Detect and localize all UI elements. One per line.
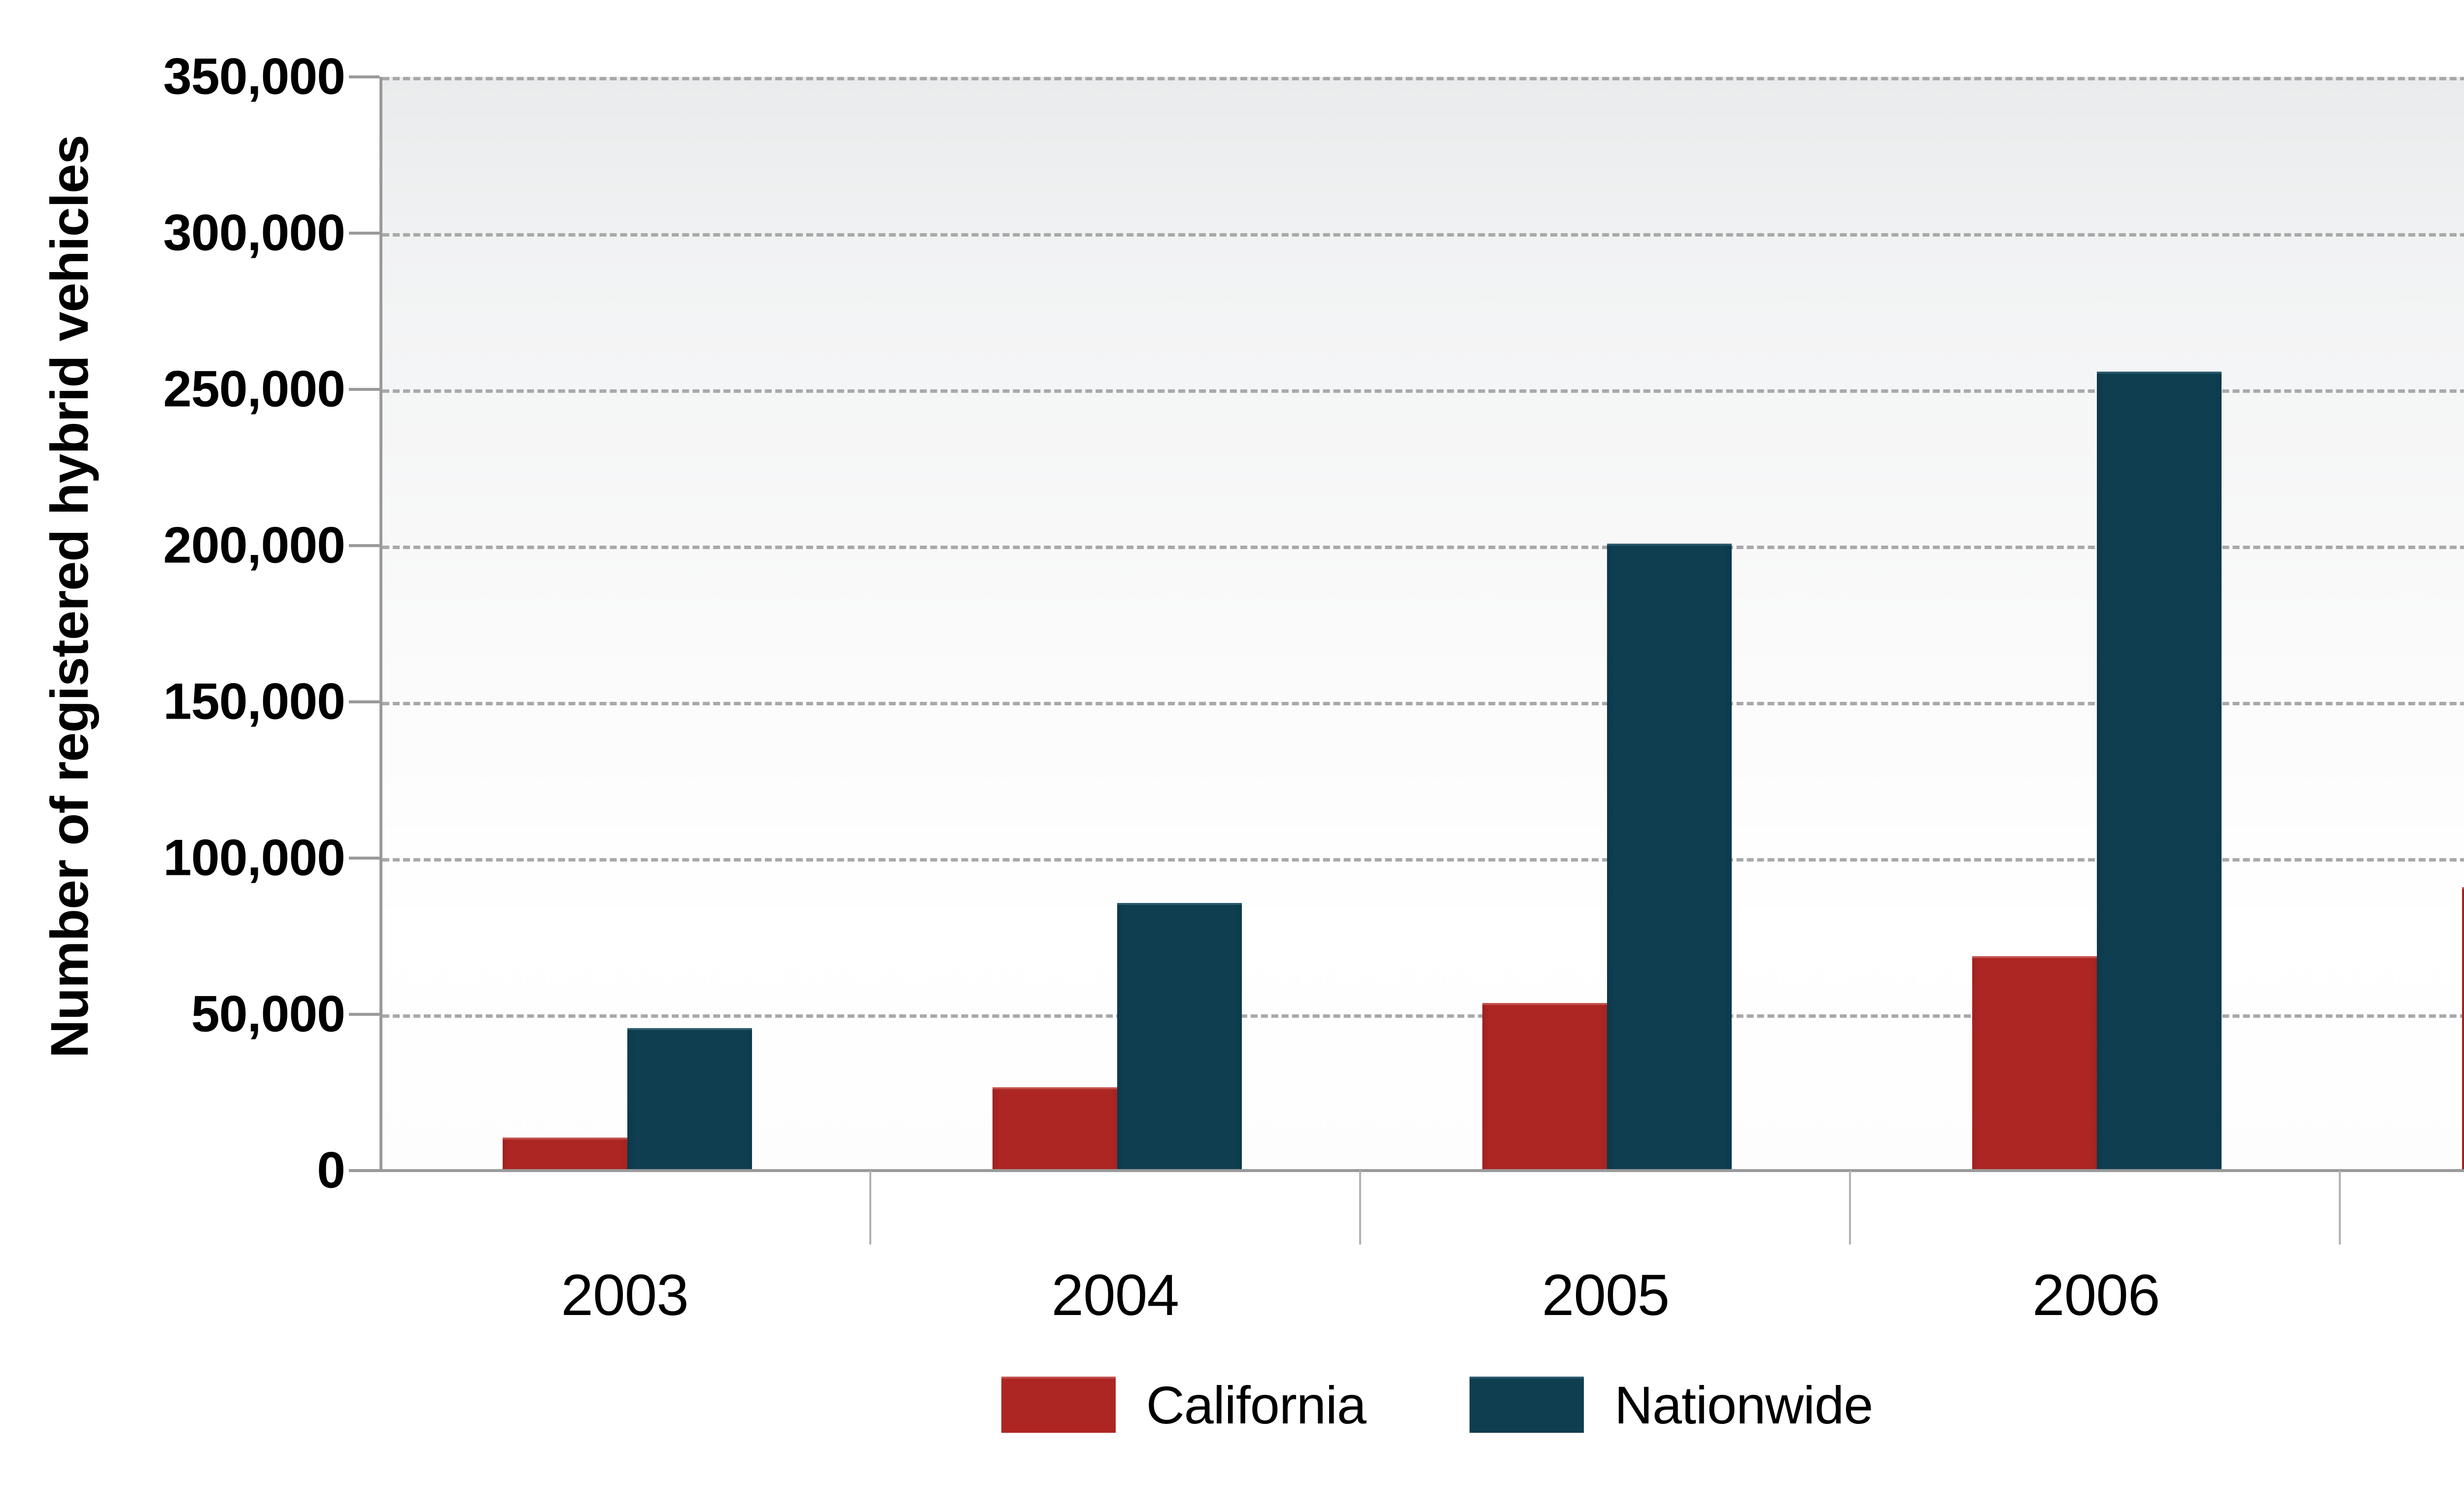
bar-group-2004 bbox=[872, 77, 1362, 1171]
y-axis-tick-mark bbox=[349, 388, 379, 391]
bar-nationwide-2006[interactable] bbox=[2097, 372, 2222, 1171]
bar-nationwide-2004[interactable] bbox=[1117, 903, 1242, 1171]
y-axis-tick-mark bbox=[349, 544, 379, 547]
y-axis-tick-label: 250,000 bbox=[163, 360, 345, 418]
y-axis-tick-label: 350,000 bbox=[163, 48, 345, 105]
x-axis-tick-label-2003: 2003 bbox=[561, 1263, 689, 1328]
y-axis-tick-label: 100,000 bbox=[163, 829, 345, 887]
y-axis-tick-labels: 0 50,000 100,000 150,000 200,000 250,000 300,0… bbox=[103, 0, 379, 1199]
legend-item-nationwide[interactable]: Nationwide bbox=[1469, 1374, 1873, 1436]
y-axis-tick-label: 200,000 bbox=[163, 517, 345, 574]
x-axis-baseline bbox=[379, 1169, 2464, 1172]
x-axis-category-separator bbox=[1359, 1171, 1361, 1245]
bar-group-2007 bbox=[2342, 77, 2464, 1171]
bar-california-2005[interactable] bbox=[1482, 1003, 1607, 1171]
bar-california-2006[interactable] bbox=[1972, 956, 2097, 1171]
bar-group-2003 bbox=[382, 77, 872, 1171]
y-axis-tick-mark bbox=[349, 700, 379, 703]
y-axis-tick-mark bbox=[349, 75, 379, 78]
chart-legend: California Nationwide bbox=[0, 1360, 2464, 1449]
x-axis-tick-label-2006: 2006 bbox=[2032, 1263, 2160, 1328]
x-axis-tick-label-2007: 2007 bbox=[2341, 1262, 2464, 1346]
x-axis-category-separator bbox=[1849, 1171, 1851, 1245]
gridline bbox=[382, 233, 2464, 237]
y-axis-tick-mark bbox=[349, 857, 379, 860]
gridline bbox=[382, 1014, 2464, 1018]
x-axis-tick-label-2005: 2005 bbox=[1541, 1263, 1670, 1328]
plot-area bbox=[379, 77, 2464, 1171]
x-axis-tick-label-2004: 2004 bbox=[1051, 1263, 1180, 1328]
y-axis-tick-label: 0 bbox=[317, 1142, 345, 1199]
gridline bbox=[382, 389, 2464, 393]
legend-item-california[interactable]: California bbox=[1001, 1374, 1367, 1436]
x-axis-tick-labels: 2003 2004 2005 2006 2007 bbox=[379, 1262, 2464, 1346]
bar-group-2005 bbox=[1362, 77, 1852, 1171]
gridline bbox=[382, 77, 2464, 80]
y-axis-tick-label: 300,000 bbox=[163, 204, 345, 262]
y-axis-tick-mark bbox=[349, 1169, 379, 1172]
bar-california-2003[interactable] bbox=[502, 1137, 627, 1171]
legend-label-nationwide: Nationwide bbox=[1614, 1375, 1873, 1435]
gridline bbox=[382, 702, 2464, 705]
bar-nationwide-2005[interactable] bbox=[1607, 544, 1732, 1171]
bar-group-2006 bbox=[1852, 77, 2342, 1171]
legend-swatch-nationwide bbox=[1469, 1377, 1584, 1433]
y-axis-tick-label: 50,000 bbox=[191, 985, 345, 1043]
y-axis-tick-mark bbox=[349, 232, 379, 235]
x-axis-category-separator bbox=[869, 1171, 871, 1245]
gridline bbox=[382, 546, 2464, 549]
legend-swatch-california bbox=[1001, 1377, 1116, 1433]
y-axis-tick-mark bbox=[349, 1013, 379, 1016]
legend-label-california: California bbox=[1146, 1375, 1367, 1435]
gridline bbox=[382, 858, 2464, 862]
y-axis-tick-label: 150,000 bbox=[163, 673, 345, 730]
bar-nationwide-2003[interactable] bbox=[627, 1028, 753, 1171]
x-axis-category-separator bbox=[2339, 1171, 2341, 1245]
bar-california-2004[interactable] bbox=[992, 1087, 1117, 1171]
bar-california-2007[interactable] bbox=[2462, 887, 2464, 1171]
y-axis-title: Number of registered hybrid vehicles bbox=[39, 135, 99, 1058]
